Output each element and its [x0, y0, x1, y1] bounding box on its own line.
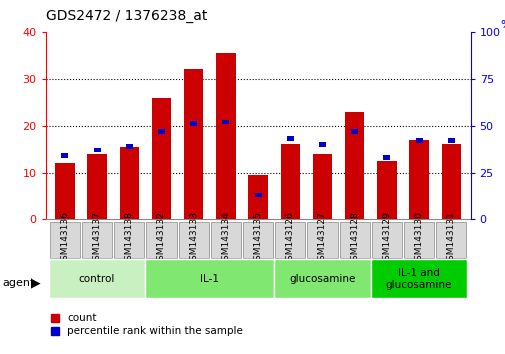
- Bar: [383, 155, 390, 160]
- FancyBboxPatch shape: [146, 222, 176, 258]
- FancyBboxPatch shape: [307, 222, 337, 258]
- Text: GSM143130: GSM143130: [414, 211, 423, 267]
- Bar: [312, 154, 331, 219]
- Bar: [254, 193, 261, 198]
- Bar: [376, 161, 396, 219]
- Bar: [93, 148, 100, 153]
- Text: GSM143127: GSM143127: [317, 212, 326, 266]
- FancyBboxPatch shape: [114, 222, 144, 258]
- Bar: [441, 144, 460, 219]
- Bar: [190, 121, 197, 126]
- FancyBboxPatch shape: [178, 222, 209, 258]
- Text: agent: agent: [3, 278, 35, 288]
- FancyBboxPatch shape: [370, 259, 467, 298]
- FancyBboxPatch shape: [48, 259, 145, 298]
- Bar: [248, 175, 267, 219]
- FancyBboxPatch shape: [242, 222, 273, 258]
- Bar: [61, 153, 68, 158]
- Bar: [87, 154, 107, 219]
- Text: GSM143133: GSM143133: [189, 211, 198, 267]
- Bar: [216, 53, 235, 219]
- Bar: [119, 147, 139, 219]
- Bar: [409, 140, 428, 219]
- FancyBboxPatch shape: [403, 222, 433, 258]
- Bar: [222, 120, 229, 124]
- Bar: [318, 142, 325, 147]
- FancyBboxPatch shape: [145, 259, 274, 298]
- Text: GSM143138: GSM143138: [125, 211, 133, 267]
- Bar: [344, 112, 364, 219]
- FancyBboxPatch shape: [435, 222, 466, 258]
- Bar: [158, 129, 165, 134]
- Text: ▶: ▶: [31, 277, 41, 290]
- Bar: [447, 138, 454, 143]
- FancyBboxPatch shape: [49, 222, 80, 258]
- Bar: [152, 98, 171, 219]
- Text: GSM143128: GSM143128: [349, 212, 359, 266]
- Bar: [286, 136, 293, 141]
- Bar: [350, 129, 358, 134]
- Text: IL-1: IL-1: [200, 274, 219, 284]
- FancyBboxPatch shape: [371, 222, 401, 258]
- FancyBboxPatch shape: [274, 259, 370, 298]
- Text: IL-1 and
glucosamine: IL-1 and glucosamine: [385, 268, 451, 290]
- FancyBboxPatch shape: [339, 222, 369, 258]
- Text: GSM143136: GSM143136: [60, 211, 69, 267]
- Text: GSM143129: GSM143129: [382, 212, 390, 266]
- FancyBboxPatch shape: [82, 222, 112, 258]
- Text: GSM143126: GSM143126: [285, 212, 294, 266]
- Bar: [55, 163, 74, 219]
- Text: GSM143132: GSM143132: [157, 212, 166, 266]
- Bar: [125, 144, 132, 149]
- Text: GSM143135: GSM143135: [253, 211, 262, 267]
- Text: glucosamine: glucosamine: [289, 274, 355, 284]
- Text: GDS2472 / 1376238_at: GDS2472 / 1376238_at: [45, 9, 207, 23]
- Text: GSM143137: GSM143137: [92, 211, 102, 267]
- Bar: [280, 144, 299, 219]
- FancyBboxPatch shape: [210, 222, 240, 258]
- Text: control: control: [79, 274, 115, 284]
- Bar: [184, 69, 203, 219]
- Bar: [415, 138, 422, 143]
- FancyBboxPatch shape: [275, 222, 305, 258]
- Text: GSM143134: GSM143134: [221, 212, 230, 266]
- Text: GSM143131: GSM143131: [446, 211, 455, 267]
- Legend: count, percentile rank within the sample: count, percentile rank within the sample: [50, 313, 243, 336]
- Text: %: %: [499, 20, 505, 30]
